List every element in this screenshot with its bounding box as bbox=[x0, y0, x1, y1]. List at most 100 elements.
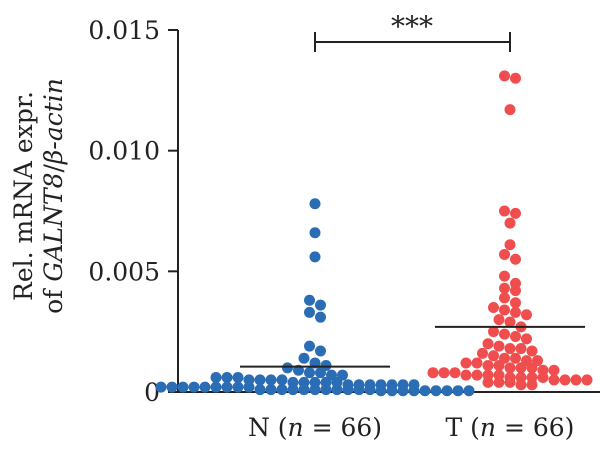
point-n bbox=[232, 372, 244, 384]
point-t bbox=[581, 374, 593, 386]
point-t bbox=[499, 304, 510, 316]
point-t bbox=[488, 350, 499, 362]
point-t bbox=[504, 343, 516, 355]
point-t bbox=[521, 309, 532, 321]
point-t bbox=[510, 72, 521, 84]
point-n bbox=[276, 384, 288, 396]
point-n bbox=[386, 385, 398, 397]
point-t bbox=[482, 359, 494, 371]
point-t bbox=[526, 362, 538, 374]
point-t bbox=[510, 330, 521, 342]
mean-lines bbox=[240, 325, 585, 368]
point-n bbox=[309, 384, 321, 396]
point-t bbox=[548, 374, 560, 386]
point-t bbox=[510, 285, 521, 297]
point-n bbox=[315, 311, 326, 323]
point-t bbox=[460, 369, 472, 381]
point-n bbox=[254, 374, 266, 386]
point-t bbox=[471, 357, 483, 369]
point-t bbox=[521, 333, 532, 345]
point-n bbox=[342, 384, 354, 396]
point-t bbox=[510, 207, 521, 219]
point-n bbox=[397, 385, 409, 397]
point-n bbox=[315, 345, 326, 357]
point-t bbox=[499, 292, 510, 304]
point-t bbox=[493, 359, 505, 371]
y-tick-label: 0.010 bbox=[88, 137, 160, 166]
point-n bbox=[304, 367, 315, 379]
y-axis-title-beta-actin: β-actin bbox=[39, 78, 68, 165]
point-t bbox=[488, 302, 499, 314]
point-n bbox=[155, 381, 167, 393]
point-t bbox=[499, 70, 510, 82]
point-t bbox=[510, 253, 521, 265]
point-t bbox=[510, 352, 521, 364]
point-n bbox=[210, 381, 222, 393]
point-n bbox=[265, 384, 277, 396]
point-t bbox=[488, 326, 499, 338]
point-t bbox=[499, 282, 510, 294]
point-n bbox=[265, 374, 277, 386]
point-t bbox=[510, 306, 521, 318]
y-axis-title-line1: Rel. mRNA expr. bbox=[9, 91, 38, 301]
point-n bbox=[282, 362, 293, 374]
point-t bbox=[499, 328, 510, 340]
point-n bbox=[221, 381, 233, 393]
point-t bbox=[471, 369, 483, 381]
y-axis-title: Rel. mRNA expr. of GALNT8/β-actin bbox=[9, 78, 68, 314]
point-t bbox=[515, 379, 527, 391]
y-axis-title-line2: of GALNT8/β-actin bbox=[39, 78, 68, 314]
point-n bbox=[304, 340, 315, 352]
point-t bbox=[499, 270, 510, 282]
y-ticks: 0 0.005 0.010 0.015 bbox=[88, 16, 178, 407]
point-t bbox=[499, 248, 510, 260]
point-t bbox=[537, 372, 549, 384]
point-t bbox=[493, 340, 505, 352]
point-n bbox=[408, 385, 420, 397]
point-n bbox=[177, 381, 189, 393]
point-n bbox=[331, 384, 343, 396]
point-n bbox=[309, 251, 321, 263]
point-t bbox=[510, 297, 521, 309]
point-t bbox=[427, 367, 439, 379]
point-n bbox=[441, 385, 453, 397]
point-n bbox=[452, 385, 464, 397]
point-n bbox=[375, 385, 387, 397]
y-tick-label: 0.005 bbox=[88, 257, 160, 286]
point-t bbox=[460, 357, 472, 369]
point-n bbox=[254, 384, 266, 396]
significance-label: *** bbox=[391, 10, 433, 43]
point-t bbox=[515, 343, 527, 355]
point-t bbox=[504, 239, 516, 251]
point-t bbox=[504, 316, 516, 328]
point-n bbox=[315, 367, 326, 379]
point-t bbox=[482, 338, 494, 350]
point-t bbox=[504, 104, 516, 116]
point-n bbox=[298, 384, 310, 396]
point-t bbox=[570, 374, 582, 386]
point-n bbox=[232, 381, 244, 393]
point-t bbox=[504, 217, 516, 229]
point-n bbox=[463, 385, 475, 397]
point-t bbox=[477, 347, 488, 359]
y-axis-title-prefix: of bbox=[39, 282, 68, 314]
point-n bbox=[430, 385, 442, 397]
point-n bbox=[221, 372, 233, 384]
point-n bbox=[276, 374, 288, 386]
point-t bbox=[559, 374, 571, 386]
point-n bbox=[188, 381, 200, 393]
significance-bracket: *** bbox=[314, 10, 511, 52]
y-tick-label: 0.015 bbox=[88, 16, 160, 45]
y-axis-title-gene: GALNT8 bbox=[39, 173, 68, 282]
data-points bbox=[155, 70, 593, 397]
x-label-n: N (n = 66) bbox=[248, 413, 382, 442]
point-n bbox=[315, 299, 326, 311]
y-axis-title-slash: / bbox=[39, 164, 68, 173]
point-t bbox=[504, 376, 516, 388]
point-n bbox=[364, 384, 376, 396]
point-t bbox=[438, 367, 450, 379]
point-t bbox=[482, 376, 494, 388]
point-n bbox=[353, 384, 365, 396]
point-t bbox=[504, 362, 516, 374]
